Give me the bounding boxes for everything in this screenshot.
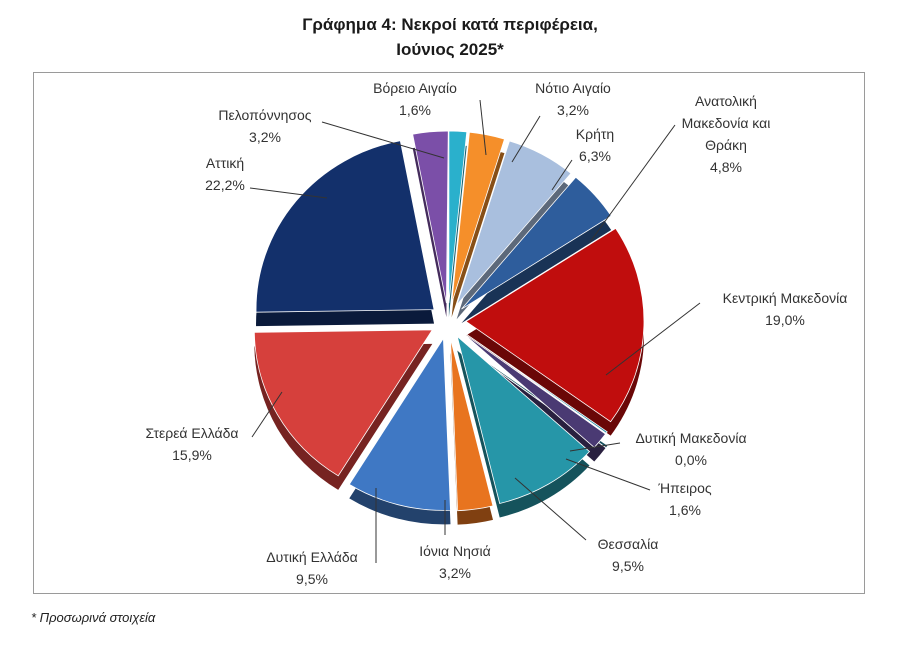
pie-label: Στερεά Ελλάδα 15,9% — [145, 425, 238, 463]
pie-slice — [448, 130, 468, 304]
pie-label: Ήπειρος 1,6% — [657, 480, 711, 518]
chart-title-line-2: Ιούνιος 2025* — [396, 40, 504, 59]
pie-label-name: Θράκη — [705, 137, 747, 153]
pie-label-value: 6,3% — [579, 148, 611, 164]
pie-label-name: Δυτική Ελλάδα — [266, 549, 357, 565]
chart-frame — [33, 72, 865, 594]
pie-label-value: 1,6% — [669, 502, 701, 518]
pie-leader-line — [569, 442, 621, 452]
pie-label-value: 3,2% — [249, 129, 281, 145]
pie-leader-line — [249, 187, 328, 199]
pie-label: Κεντρική Μακεδονία 19,0% — [723, 290, 848, 328]
pie-label-name: Θεσσαλία — [598, 536, 659, 552]
pie-slice-side — [451, 146, 505, 318]
pie-label: Δυτική Μακεδονία 0,0% — [635, 430, 746, 468]
footnote: * Προσωρινά στοιχεία — [31, 610, 156, 625]
pie-label-name: Στερεά Ελλάδα — [145, 425, 238, 441]
pie-label: Δυτική Ελλάδα 9,5% — [266, 549, 357, 587]
pie-leader-lines — [249, 99, 701, 563]
pie-labels: Βόρειο Αιγαίο 1,6% Νότιο Αιγαίο 3,2% Κρήτη 6,… — [145, 80, 847, 587]
pie-label: Θεσσαλία 9,5% — [598, 536, 659, 574]
pie-slice — [456, 335, 591, 504]
pie-leader-line — [479, 99, 487, 156]
pie-label: Ανατολική Μακεδονία και Θράκη 4,8% — [682, 93, 771, 175]
pie-label-value: 19,0% — [765, 312, 805, 328]
pie-leader-line — [551, 159, 573, 191]
pie-slice — [451, 131, 505, 304]
pie-label-name: Κρήτη — [576, 126, 614, 142]
pie-label: Βόρειο Αιγαίο 1,6% — [373, 80, 457, 118]
pie-label-value: 9,5% — [612, 558, 644, 574]
pie-slice — [456, 140, 572, 306]
pie-label-name: Ιόνια Νησιά — [419, 543, 491, 559]
pie-label: Νότιο Αιγαίο 3,2% — [535, 80, 611, 118]
pie-label-name: Ήπειρος — [657, 480, 711, 496]
pie-label-name: Ανατολική — [695, 93, 757, 109]
chart-title: Γράφημα 4: Νεκροί κατά περιφέρεια, Ιούνι… — [0, 12, 900, 62]
pie-slices — [253, 130, 645, 525]
pie-leader-line — [605, 302, 701, 376]
pie-slice — [450, 338, 494, 512]
pie-label-value: 3,2% — [557, 102, 589, 118]
pie-leader-line — [511, 115, 541, 163]
pie-label-value: 1,6% — [399, 102, 431, 118]
pie-leader-line — [321, 121, 445, 159]
pie-slice — [412, 130, 449, 304]
chart-title-line-1: Γράφημα 4: Νεκροί κατά περιφέρεια, — [302, 15, 598, 34]
pie-slice — [348, 337, 451, 511]
pie-label-value: 3,2% — [439, 565, 471, 581]
pie-label-value: 0,0% — [675, 452, 707, 468]
pie-label-value: 22,2% — [205, 177, 245, 193]
pie-label-name: Κεντρική Μακεδονία — [723, 290, 848, 306]
pie-label-value: 4,8% — [710, 159, 742, 175]
pie-label: Ιόνια Νησιά 3,2% — [419, 543, 491, 581]
pie-leader-line — [565, 458, 651, 491]
pie-label: Πελοπόννησος 3,2% — [218, 107, 311, 145]
pie-label-name: Μακεδονία και — [682, 115, 771, 131]
pie-leader-line — [589, 124, 676, 243]
pie-label-name: Πελοπόννησος — [218, 107, 311, 123]
pie-slice — [462, 331, 608, 434]
pie-slice — [461, 176, 612, 310]
pie-label-name: Αττική — [206, 155, 244, 171]
pie-label-name: Βόρειο Αιγαίο — [373, 80, 457, 96]
pie-label-value: 9,5% — [296, 571, 328, 587]
pie-label: Κρήτη 6,3% — [576, 126, 614, 164]
pie-leader-line — [251, 391, 283, 438]
pie-label-value: 15,9% — [172, 447, 212, 463]
pie-label: Αττική 22,2% — [205, 155, 245, 193]
pie-slice — [255, 140, 435, 313]
pie-slice — [465, 227, 645, 423]
pie-slice — [253, 329, 434, 477]
pie-label-name: Νότιο Αιγαίο — [535, 80, 611, 96]
pie-label-name: Δυτική Μακεδονία — [635, 430, 746, 446]
pie-leader-line — [514, 477, 587, 541]
